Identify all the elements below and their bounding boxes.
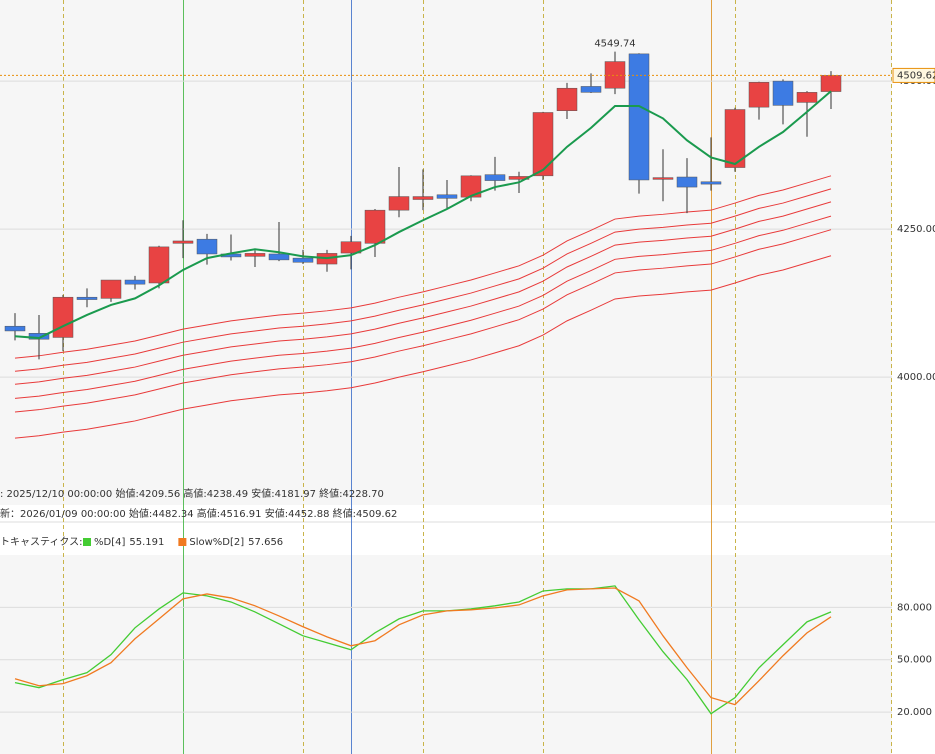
candle-body <box>700 181 722 185</box>
line-series <box>14 175 832 359</box>
candle-body <box>748 82 770 108</box>
candle-body <box>100 279 122 299</box>
last-price-box <box>892 67 935 83</box>
candle-body <box>124 279 146 285</box>
candle-body <box>292 257 314 263</box>
candle-body <box>532 112 554 177</box>
candle-body <box>772 80 794 106</box>
line-series <box>14 90 832 340</box>
line-series <box>14 229 832 413</box>
candle-body <box>412 196 434 200</box>
candle-body <box>460 175 482 198</box>
candle-body <box>364 209 386 244</box>
legend-value: 57.656 <box>248 537 283 548</box>
candle-body <box>796 92 818 103</box>
candle-body <box>268 253 290 261</box>
y-tick-label: 50.000 <box>897 655 932 666</box>
candle-body <box>820 75 842 92</box>
line-series <box>14 201 832 385</box>
candle-body <box>628 53 650 181</box>
candle-body <box>76 296 98 300</box>
legend-name: Slow%D[2] <box>189 537 244 548</box>
candle-body <box>604 61 626 89</box>
candle-body <box>172 240 194 244</box>
candle-body <box>724 109 746 168</box>
legend-value: 55.191 <box>129 537 164 548</box>
info-line: 新：2026/01/09 00:00:00 始値:4482.34 高値:4516… <box>0 507 397 520</box>
candle-body <box>676 176 698 188</box>
line-series <box>14 585 832 715</box>
panel-title: トキャスティクス: <box>0 536 82 548</box>
y-tick-label: 4000.00 <box>897 372 935 383</box>
candle-body <box>148 246 170 284</box>
line-series <box>14 188 832 372</box>
last-price-label: 4509.62 <box>897 70 935 81</box>
candle-body <box>580 86 602 93</box>
line-series <box>14 587 832 706</box>
plot-layer: 4000.004250.004500.004509.624549.7420.00… <box>0 39 935 718</box>
legend-name: %D[4] <box>94 537 125 548</box>
candle-body <box>196 238 218 255</box>
legend-swatch <box>178 538 187 546</box>
candle-body <box>556 87 578 111</box>
candle-body <box>4 325 26 332</box>
high-label: 4549.74 <box>594 39 635 50</box>
line-series <box>14 255 832 439</box>
candle-body <box>340 241 362 254</box>
stoch-plot-bg <box>0 555 892 754</box>
info-line: : 2025/12/10 00:00:00 始値:4209.56 高値:4238… <box>0 487 384 500</box>
line-series <box>14 215 832 399</box>
y-tick-label: 80.000 <box>897 602 932 613</box>
main-plot-bg <box>0 0 892 505</box>
candle-body <box>484 174 506 181</box>
candle-body <box>244 253 266 257</box>
candle-body <box>436 194 458 199</box>
y-tick-label: 20.000 <box>897 707 932 718</box>
candle-body <box>28 333 50 340</box>
candle-body <box>52 296 74 338</box>
legend-swatch <box>83 538 91 546</box>
y-tick-label: 4250.00 <box>897 224 935 235</box>
candle-body <box>652 177 674 180</box>
candle-body <box>388 196 410 211</box>
